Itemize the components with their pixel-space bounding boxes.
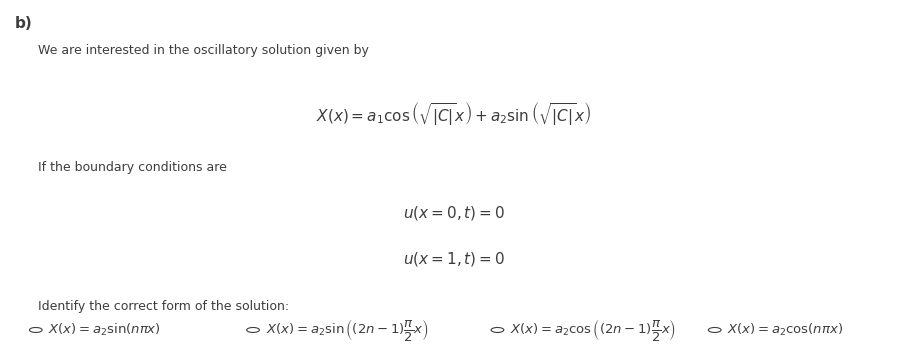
Text: $u(x = 1, t) = 0$: $u(x = 1, t) = 0$ <box>403 250 505 268</box>
Text: $X(x) = a_2 \sin\left((2n-1)\dfrac{\pi}{2}x\right)$: $X(x) = a_2 \sin\left((2n-1)\dfrac{\pi}{… <box>266 317 429 343</box>
Text: $X(x) = a_2 \cos\left((2n-1)\dfrac{\pi}{2}x\right)$: $X(x) = a_2 \cos\left((2n-1)\dfrac{\pi}{… <box>510 317 676 343</box>
Text: $X(x) = a_2 \cos(n\pi x)$: $X(x) = a_2 \cos(n\pi x)$ <box>727 322 844 338</box>
Text: $X(x) = a_2 \sin(n\pi x)$: $X(x) = a_2 \sin(n\pi x)$ <box>48 322 162 338</box>
Text: If the boundary conditions are: If the boundary conditions are <box>37 161 226 174</box>
Text: $u(x = 0, t) = 0$: $u(x = 0, t) = 0$ <box>403 204 505 222</box>
Text: We are interested in the oscillatory solution given by: We are interested in the oscillatory sol… <box>37 44 369 57</box>
Text: b): b) <box>15 16 33 30</box>
Text: $X(x) = a_1 \cos\left(\sqrt{|C|}x\right) + a_2 \sin\left(\sqrt{|C|}x\right)$: $X(x) = a_1 \cos\left(\sqrt{|C|}x\right)… <box>316 101 592 128</box>
Text: Identify the correct form of the solution:: Identify the correct form of the solutio… <box>37 300 289 313</box>
